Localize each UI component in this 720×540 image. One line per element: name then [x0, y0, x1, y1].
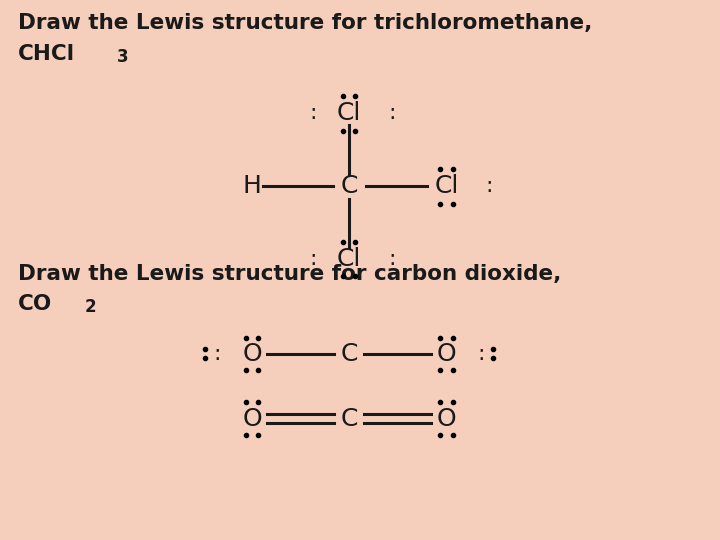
Text: :: : — [389, 103, 396, 124]
Text: :: : — [389, 249, 396, 269]
Text: 3: 3 — [117, 48, 128, 65]
Text: CHCl: CHCl — [18, 44, 75, 64]
Text: C: C — [341, 174, 358, 198]
Text: Draw the Lewis structure for trichloromethane,: Draw the Lewis structure for trichlorome… — [18, 14, 593, 33]
Text: :: : — [486, 176, 493, 197]
Text: :: : — [477, 343, 485, 364]
Text: H: H — [243, 174, 261, 198]
Text: C: C — [341, 407, 358, 430]
Text: C: C — [341, 342, 358, 366]
Text: CO: CO — [18, 294, 53, 314]
Text: O: O — [242, 342, 262, 366]
Text: :: : — [310, 103, 317, 124]
Text: :: : — [214, 343, 221, 364]
Text: Draw the Lewis structure for carbon dioxide,: Draw the Lewis structure for carbon diox… — [18, 264, 562, 284]
Text: Cl: Cl — [337, 102, 361, 125]
Text: O: O — [242, 407, 262, 430]
Text: 2: 2 — [84, 298, 96, 315]
Text: O: O — [436, 407, 456, 430]
Text: O: O — [436, 342, 456, 366]
Text: Cl: Cl — [337, 247, 361, 271]
Text: Cl: Cl — [434, 174, 459, 198]
Text: :: : — [310, 249, 317, 269]
